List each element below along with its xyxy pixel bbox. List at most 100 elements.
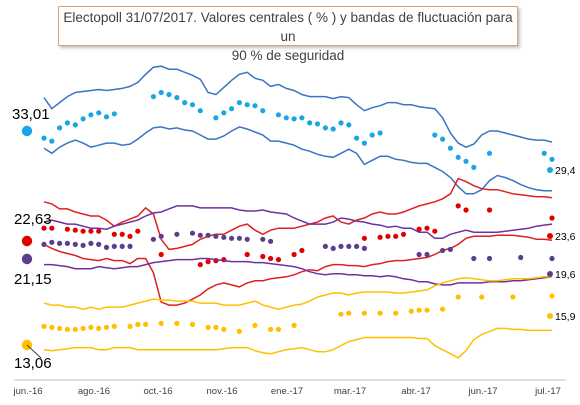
data-point xyxy=(103,244,110,250)
data-point xyxy=(518,254,524,261)
data-point xyxy=(455,294,461,300)
data-point xyxy=(119,231,125,237)
end-marker xyxy=(547,271,553,277)
data-point xyxy=(361,140,367,146)
data-point xyxy=(244,236,250,242)
data-point xyxy=(260,108,266,114)
data-point xyxy=(221,234,227,240)
data-point xyxy=(158,251,164,258)
end-value-label: 15,9 xyxy=(555,311,576,323)
data-point xyxy=(369,132,375,138)
data-point xyxy=(72,122,78,128)
start-value-label: 21,15 xyxy=(14,271,52,288)
data-point xyxy=(135,321,141,327)
data-point xyxy=(354,243,360,249)
start-value-label: 13,06 xyxy=(14,355,52,372)
band-lower-line xyxy=(43,126,552,195)
data-point xyxy=(299,115,305,121)
x-tick-label: ene.-17 xyxy=(271,386,303,397)
data-point xyxy=(244,102,250,108)
data-point xyxy=(385,233,391,239)
data-point xyxy=(127,233,133,239)
end-marker xyxy=(547,233,553,239)
data-point xyxy=(236,235,242,241)
data-point xyxy=(57,125,63,131)
data-point xyxy=(96,228,102,234)
data-point xyxy=(49,138,55,144)
band-lower-line xyxy=(43,234,553,306)
chart-title: Electopoll 31/07/2017. Valores centrales… xyxy=(58,6,518,63)
end-value-label: 23,6 xyxy=(555,231,576,243)
data-point xyxy=(189,321,196,327)
data-point xyxy=(80,228,86,234)
data-point xyxy=(322,243,328,249)
data-point xyxy=(330,126,336,132)
data-point xyxy=(416,307,422,313)
x-tick-label: ago.-16 xyxy=(78,386,110,397)
data-point xyxy=(127,243,133,249)
data-point xyxy=(252,103,258,109)
data-point xyxy=(338,243,344,249)
data-point xyxy=(72,326,78,332)
chart-title-line-1: Electopoll 31/07/2017. Valores centrales… xyxy=(63,10,513,44)
data-point xyxy=(166,91,172,98)
data-point xyxy=(72,241,78,247)
data-point xyxy=(377,130,383,136)
data-point xyxy=(236,328,242,334)
x-tick-label: oct.-16 xyxy=(143,386,172,397)
start-value-label: 33,01 xyxy=(12,106,50,123)
data-point xyxy=(268,238,274,244)
data-point xyxy=(197,108,203,114)
data-point xyxy=(88,324,94,330)
data-point xyxy=(471,164,477,170)
data-point xyxy=(205,259,211,265)
data-point xyxy=(377,234,383,240)
data-point xyxy=(64,120,70,126)
data-point xyxy=(88,228,94,234)
data-point xyxy=(158,89,164,96)
data-point xyxy=(57,325,63,331)
data-point xyxy=(158,233,164,239)
chart-title-line-2: 90 % de seguridad xyxy=(231,48,345,63)
data-point xyxy=(471,255,477,262)
data-point xyxy=(111,323,117,329)
data-point xyxy=(307,120,313,126)
data-point xyxy=(213,324,219,330)
data-point xyxy=(229,235,235,241)
data-point xyxy=(103,114,110,120)
data-point xyxy=(408,308,414,314)
data-point xyxy=(299,247,305,254)
data-point xyxy=(424,307,430,313)
data-point xyxy=(486,207,493,213)
start-marker xyxy=(21,253,33,265)
data-point xyxy=(549,293,555,299)
end-marker xyxy=(547,313,553,319)
data-point xyxy=(338,120,344,126)
data-point xyxy=(197,232,203,238)
data-point xyxy=(41,135,47,141)
start-label-leader xyxy=(26,344,42,359)
data-point xyxy=(127,323,133,329)
data-point xyxy=(322,125,328,131)
data-point xyxy=(260,236,266,242)
band-upper-line xyxy=(43,65,553,149)
data-point xyxy=(221,110,227,116)
data-point xyxy=(213,115,219,121)
band-upper-line xyxy=(43,177,553,251)
data-point xyxy=(424,225,430,231)
data-point xyxy=(158,320,164,326)
data-point xyxy=(64,240,70,246)
data-point xyxy=(463,207,469,213)
data-point xyxy=(283,115,289,121)
data-point xyxy=(549,255,555,262)
data-point xyxy=(361,245,367,251)
data-point xyxy=(432,228,438,234)
data-point xyxy=(291,251,297,258)
data-point xyxy=(244,251,250,258)
data-point xyxy=(463,158,469,164)
data-point xyxy=(49,324,55,330)
data-point xyxy=(275,257,282,263)
data-point xyxy=(150,94,156,100)
